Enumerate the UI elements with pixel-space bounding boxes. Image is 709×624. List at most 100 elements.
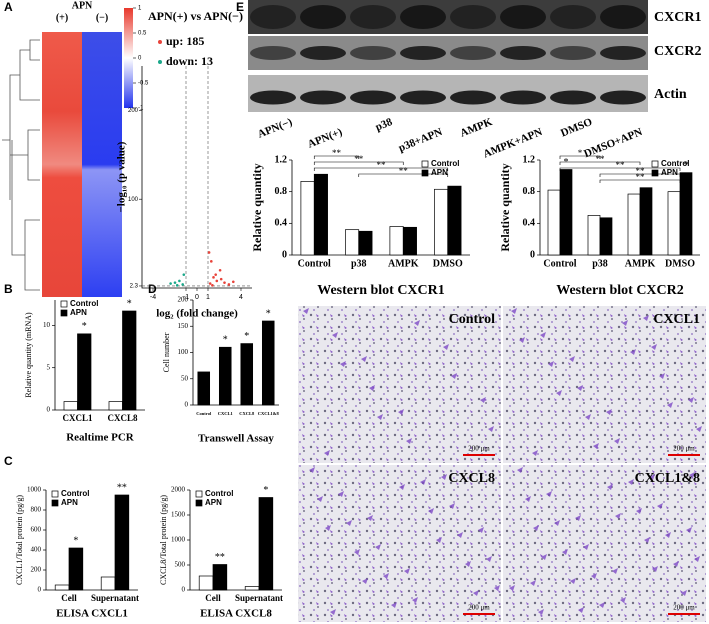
legend-swatch [60, 300, 68, 308]
micrograph [298, 465, 501, 622]
y-tick-label: 500 [175, 561, 186, 569]
y-tick-label: 5 [47, 363, 51, 371]
cell [340, 361, 346, 367]
point [223, 281, 226, 284]
cell [607, 484, 613, 490]
y-tick-label: 2.3 [130, 284, 139, 290]
cell [569, 356, 575, 362]
heatmap-title: APN [72, 0, 93, 11]
y-tick-label: 100 [178, 348, 189, 356]
cell [436, 537, 442, 543]
x-tick-label: Control [298, 258, 331, 269]
cell [681, 590, 687, 596]
blot-band [500, 90, 546, 105]
cell [554, 520, 560, 526]
micrograph [503, 465, 706, 622]
significance-label: * [223, 335, 228, 346]
blot-band [350, 90, 396, 105]
point [218, 268, 222, 272]
axis [141, 66, 252, 289]
point [208, 282, 212, 285]
x-tick-label: CXCL1&8 [258, 411, 280, 416]
cell [599, 602, 605, 608]
cell [525, 496, 531, 502]
bracket-label: ** [332, 148, 342, 158]
cell [354, 549, 360, 555]
y-tick-label: 1000 [27, 486, 42, 494]
blot-band [350, 46, 396, 60]
cell [398, 409, 404, 415]
cell [532, 450, 538, 456]
cell [615, 513, 621, 519]
y-tick-label: 400 [31, 546, 42, 554]
blot-band [400, 90, 446, 105]
bar [54, 584, 70, 591]
y-tick-label: 1000 [171, 536, 186, 544]
cell [686, 527, 692, 533]
cell [369, 385, 375, 391]
significance-label: * [244, 331, 249, 342]
blot-row-label: CXCR2 [654, 44, 701, 59]
y-axis-label: CXCL8/Total protein (pg/g) [159, 495, 168, 585]
significance-label: * [127, 298, 132, 309]
y-tick-label: 0 [530, 249, 535, 260]
cell [346, 520, 352, 526]
bracket-label: ** [636, 172, 646, 182]
cell [391, 602, 397, 608]
legend-label: Control [661, 159, 689, 168]
cell [612, 568, 618, 574]
cell [428, 508, 434, 514]
x-tick-label: 0 [195, 294, 199, 301]
cell [414, 320, 420, 326]
blot-band [250, 46, 296, 60]
bracket [599, 179, 681, 183]
x-tick-label: p38 [351, 258, 367, 269]
cell [399, 484, 405, 490]
bar [77, 333, 92, 411]
heatmap-column-label: (+) [56, 12, 68, 23]
bar [547, 189, 561, 256]
heatmap-column [82, 32, 122, 297]
point [181, 283, 184, 286]
bar [218, 346, 232, 406]
blot-row-label: CXCR1 [654, 10, 701, 25]
point [219, 277, 223, 281]
cell [332, 332, 338, 338]
cell [688, 397, 694, 403]
bracket-label: ** [636, 166, 646, 176]
legend-swatch [195, 490, 203, 498]
blot-band [600, 46, 646, 60]
cell [657, 503, 663, 509]
cell [585, 414, 591, 420]
y-axis-label: −log₁₀ (p value) [116, 141, 128, 212]
y-axis-label: CXCL1/Total protein (pg/g) [15, 495, 24, 585]
micrograph [298, 306, 501, 463]
blot-band [450, 90, 496, 105]
bar [313, 173, 328, 256]
y-tick-label: 100 [128, 197, 139, 203]
cell [652, 566, 658, 572]
cell [673, 561, 679, 567]
legend-swatch [651, 169, 659, 177]
cell [667, 402, 673, 408]
x-tick-label: Cell [205, 593, 221, 603]
legend-marker [158, 40, 162, 44]
y-tick-label: 800 [31, 506, 42, 514]
cell [556, 390, 562, 396]
blot-lane-label: DMSO [559, 116, 595, 140]
cell [324, 450, 330, 456]
bar [198, 575, 214, 591]
cell [330, 609, 336, 615]
significance-label: * [73, 535, 78, 546]
cell [406, 438, 412, 444]
bracket [559, 161, 641, 165]
point [210, 260, 213, 263]
x-tick-label: DMSO [665, 258, 695, 269]
x-tick-label: CXCL8 [239, 411, 255, 416]
cell [511, 308, 517, 314]
bar [434, 188, 449, 256]
y-tick-label: 150 [178, 322, 189, 330]
legend-label: APN [61, 498, 78, 507]
bar [261, 320, 275, 406]
cell [309, 467, 315, 473]
